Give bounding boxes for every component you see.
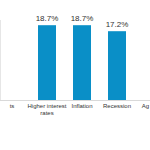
bar: [38, 25, 56, 100]
category-label: Ag: [142, 103, 149, 109]
labels: ts 18.7% Higher interestrates 18.7% Inflatio…: [10, 14, 149, 116]
data-label: 18.7%: [36, 14, 59, 23]
bar: [108, 31, 126, 100]
chart: ts 18.7% Higher interestrates 18.7% Inflatio…: [0, 0, 150, 150]
category-label: Higher interestrates: [27, 103, 66, 116]
bar: [73, 25, 91, 100]
data-label: 18.7%: [71, 14, 94, 23]
bars: [38, 25, 126, 100]
category-label: Inflation: [71, 103, 92, 109]
value-axis-line: [0, 20, 1, 100]
category-label: ts: [10, 103, 15, 109]
category-label: Recession: [103, 103, 131, 109]
data-label: 17.2%: [106, 20, 129, 29]
baseline: [0, 100, 150, 101]
